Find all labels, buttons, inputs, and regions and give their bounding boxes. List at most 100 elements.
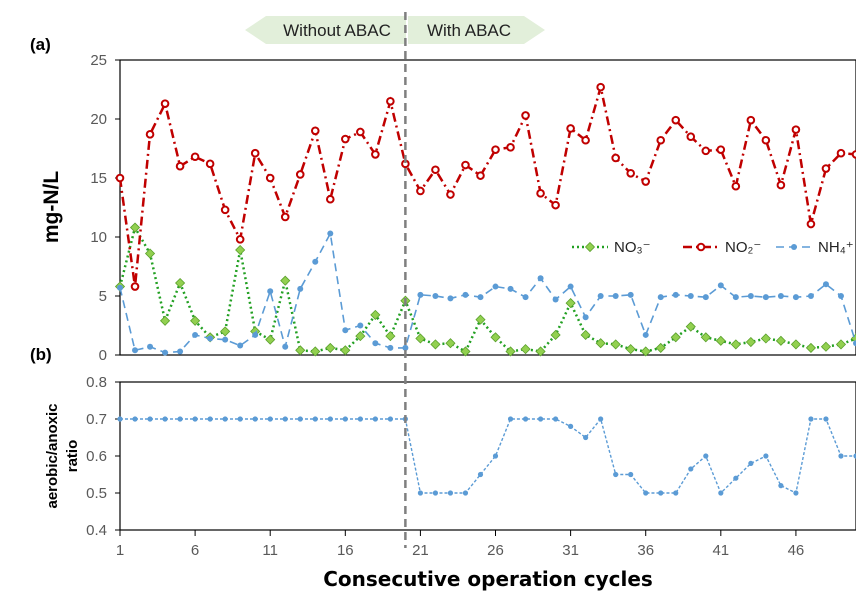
panel-b-y-axis-label-line1: aerobic/anoxic [44,403,61,508]
data-point-nh4 [162,349,169,356]
data-point-ratio [658,490,664,496]
data-point-no2 [806,219,816,229]
data-point-nh4 [732,294,739,301]
data-point-nh4 [267,288,274,295]
data-point-ratio [297,416,303,422]
panel-a-y-axis-label: mg-N/L [40,171,63,243]
data-point-no2 [716,145,726,154]
data-point-ratio [132,416,138,422]
data-point-no3 [175,277,186,289]
data-point-ratio [507,416,514,422]
x-tick-label: 1 [116,542,124,559]
data-point-ratio [147,416,153,422]
data-point-no3 [475,314,486,325]
legend-marker-nh4 [791,244,797,250]
data-point-ratio [417,490,424,496]
data-point-no2 [746,115,756,125]
data-point-ratio [522,416,529,422]
data-point-nh4 [582,314,589,321]
data-point-no3 [505,346,516,357]
data-point-ratio [447,490,454,496]
data-point-no3 [280,275,291,286]
data-point-ratio [763,453,769,459]
panel-a-y-tick-label: 5 [99,288,107,305]
data-point-nh4 [342,327,349,334]
data-point-no2 [371,150,380,159]
data-point-ratio [357,416,363,422]
data-point-ratio [628,471,634,478]
panel-a-y-tick-label: 20 [90,111,107,128]
without-abac-label: Without ABAC [283,21,391,40]
data-point-ratio [312,416,318,422]
data-point-nh4 [672,291,679,298]
data-point-nh4 [372,340,379,347]
data-point-nh4 [567,283,574,290]
panel-b-series [117,416,856,496]
data-point-no3 [625,344,636,355]
data-point-no2 [295,170,305,179]
series-line-no3 [118,224,856,354]
panel-a-plot-area [119,59,856,356]
data-point-nh4 [597,293,604,299]
series-line-nh4 [119,230,856,354]
data-point-no2 [671,115,681,125]
data-point-no2 [431,165,440,175]
data-point-no3 [535,346,546,357]
data-point-no2 [521,111,530,120]
data-point-nh4 [402,344,409,351]
panel-b-plot-area [119,381,856,531]
data-point-nh4 [357,322,364,329]
data-point-no3 [805,342,817,353]
data-point-nh4 [282,343,289,350]
panel-a-label: (a) [30,35,51,54]
panel-a-y-ticks: 0 5 10 15 20 25 [90,52,120,364]
x-tick-label: 36 [637,542,654,559]
data-point-nh4 [237,342,244,349]
data-point-no3 [565,298,576,309]
data-point-no2 [160,99,170,108]
data-point-ratio [462,490,469,496]
data-point-nh4 [552,296,559,303]
data-point-ratio [613,471,619,478]
legend-marker-no3 [584,241,596,253]
data-point-no3 [610,339,621,350]
data-point-no3 [580,329,591,341]
data-point-no2 [130,282,140,291]
data-point-nh4 [207,335,214,342]
data-point-no3 [670,332,681,343]
x-tick-label: 21 [412,542,429,559]
legend-label-no3: NO₃⁻ [614,239,651,256]
data-point-no2 [476,171,485,180]
data-point-no3 [144,248,156,259]
panel-b-label: (b) [30,345,52,364]
data-point-nh4 [417,291,424,298]
data-point-no3 [790,339,801,350]
data-point-ratio [733,475,739,481]
x-tick-label: 41 [712,542,729,559]
data-point-no3 [640,346,651,357]
data-point-no2 [190,152,200,162]
data-point-ratio [477,471,484,478]
data-point-nh4 [297,285,304,292]
data-point-no2 [341,134,350,144]
data-point-no3 [715,335,726,346]
data-point-no2 [280,212,290,222]
data-point-ratio [838,453,844,459]
data-point-no3 [430,339,441,350]
data-point-nh4 [222,336,229,343]
data-point-ratio [207,416,213,422]
data-point-nh4 [837,293,844,299]
panel-b-y-tick-label: 0.4 [86,522,107,539]
data-point-nh4 [432,293,439,299]
data-point-ratio [823,416,829,422]
data-point-no2 [821,164,831,173]
data-point-no2 [761,135,771,145]
legend-label-no2: NO₂⁻ [725,239,761,256]
panel-b-y-axis-label-line2: ratio [64,440,81,473]
data-point-nh4 [522,294,529,301]
panel-b-y-tick-label: 0.6 [86,448,107,465]
data-point-no3 [415,333,426,344]
data-point-ratio [598,416,604,422]
data-point-nh4 [612,293,619,299]
